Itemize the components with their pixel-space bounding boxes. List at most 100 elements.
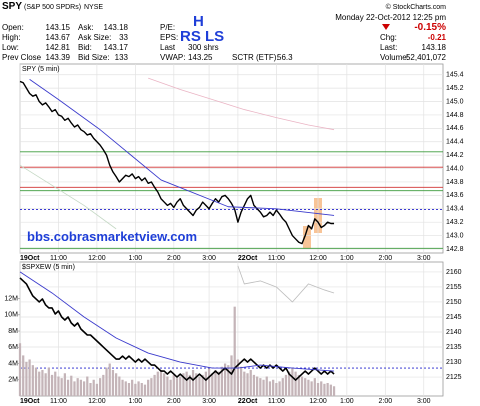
change-pct: -0.15% (414, 22, 446, 33)
y-tick-label: 145.0 (446, 98, 464, 105)
session-value: 143.18 (421, 43, 446, 52)
volume-bar (153, 374, 156, 396)
volume-bar (111, 370, 115, 396)
volume-bar (297, 374, 300, 396)
y-tick-label: 2150 (446, 299, 462, 306)
volume-bar (79, 379, 83, 396)
volume-bar (211, 373, 214, 396)
volume-bar (243, 371, 246, 396)
volume-bar (18, 343, 22, 396)
y-tick-label: 2135 (446, 344, 462, 351)
volume-bar (118, 376, 121, 396)
volume-bar (198, 376, 201, 396)
x-tick-label: 11:00 (50, 398, 67, 405)
volume-bar (175, 378, 179, 396)
annotation: H (193, 13, 204, 30)
x-tick-label: 19Oct (20, 398, 40, 405)
volume-bar (288, 371, 291, 396)
volume-bar (185, 371, 188, 396)
quote-label: Prev Close (2, 53, 42, 62)
volume-bar (86, 376, 89, 396)
quote-label: P/E: (160, 23, 176, 32)
x-tick-label: 2:00 (167, 398, 181, 405)
series-line (19, 80, 335, 245)
volume-bar (95, 383, 99, 396)
volume-bar (316, 383, 320, 396)
session-value: 52,401,072 (405, 53, 446, 62)
volume-bar (195, 373, 198, 396)
y-tick-label: 2160 (446, 269, 462, 276)
x-tick-label: 12:00 (88, 398, 106, 405)
quote-label: Low: (2, 43, 19, 52)
volume-bar (102, 374, 105, 396)
series-line (19, 164, 117, 230)
volume-bar (163, 373, 166, 396)
series-line (237, 265, 335, 303)
session-label: Last: (380, 43, 398, 52)
volume-bar (323, 383, 326, 396)
volume-bar (159, 370, 163, 396)
volume-bar (227, 365, 230, 396)
volume-bar (38, 371, 41, 396)
volume-bar (115, 373, 118, 396)
x-tick-label: 1:00 (340, 398, 354, 405)
y-tick-label: 143.2 (446, 219, 464, 226)
y-tick-label: 144.6 (446, 125, 464, 132)
volume-bar (44, 373, 47, 396)
x-tick-label: 3:00 (417, 255, 431, 262)
volume-bar (223, 363, 227, 396)
volume-bar (268, 381, 272, 396)
x-tick-label: 3:00 (202, 398, 216, 405)
exchange: NYSE (84, 4, 104, 11)
y-tick-label: 143.0 (446, 232, 464, 239)
y-tick-label: 145.2 (446, 85, 464, 92)
quote-value: 143.15 (45, 23, 70, 32)
quote-label: Ask: (78, 23, 94, 32)
volume-bar (134, 383, 137, 396)
volume-bar (233, 306, 236, 396)
panel-title: $SPXEW (5 min) (22, 264, 75, 271)
volume-bar (291, 368, 294, 396)
volume-bar (60, 378, 63, 396)
y-tick-label: 12M (4, 295, 18, 302)
volume-bar (256, 376, 259, 396)
volume-bar (201, 374, 204, 396)
volume-bar (304, 378, 307, 396)
x-tick-label: 12:00 (309, 398, 327, 405)
y-tick-label: 2125 (446, 374, 462, 381)
volume-bar (127, 383, 131, 396)
x-tick-label: 3:00 (202, 255, 216, 262)
volume-bar (191, 370, 195, 396)
quote-label: High: (2, 33, 21, 42)
down-arrow (382, 24, 390, 30)
volume-bar (70, 375, 73, 396)
volume-bar (332, 386, 336, 396)
volume-bar (76, 378, 79, 396)
y-tick-label: 144.2 (446, 152, 464, 159)
y-tick-label: 2130 (446, 359, 462, 366)
volume-bar (22, 355, 25, 396)
session-label: Volume: (380, 53, 409, 62)
symbol: SPY (2, 1, 23, 12)
quote-label: VWAP: (160, 53, 186, 62)
volume-bar (236, 359, 240, 396)
volume-bar (63, 373, 66, 396)
quote-value: 300 shrs (188, 43, 219, 52)
volume-bar (207, 368, 211, 396)
volume-bar (281, 378, 284, 396)
session-date: Monday 22-Oct-2012 12:25 pm (335, 13, 446, 22)
volume-bar (275, 383, 278, 396)
x-tick-label: 11:00 (268, 398, 285, 405)
x-tick-label: 1:00 (129, 398, 143, 405)
quote-label: SCTR (ETF): (232, 53, 279, 62)
quote-value: 143.17 (103, 43, 128, 52)
volume-bar (89, 383, 92, 396)
y-tick-label: 143.4 (446, 206, 464, 213)
x-tick-label: 1:00 (340, 255, 354, 262)
quote-value: 143.67 (45, 33, 70, 42)
y-tick-label: 4M (8, 360, 18, 367)
volume-bar (31, 365, 34, 396)
x-tick-label: 22Oct (238, 398, 258, 405)
annotation: RS LS (180, 28, 225, 45)
volume-bar (73, 381, 76, 396)
